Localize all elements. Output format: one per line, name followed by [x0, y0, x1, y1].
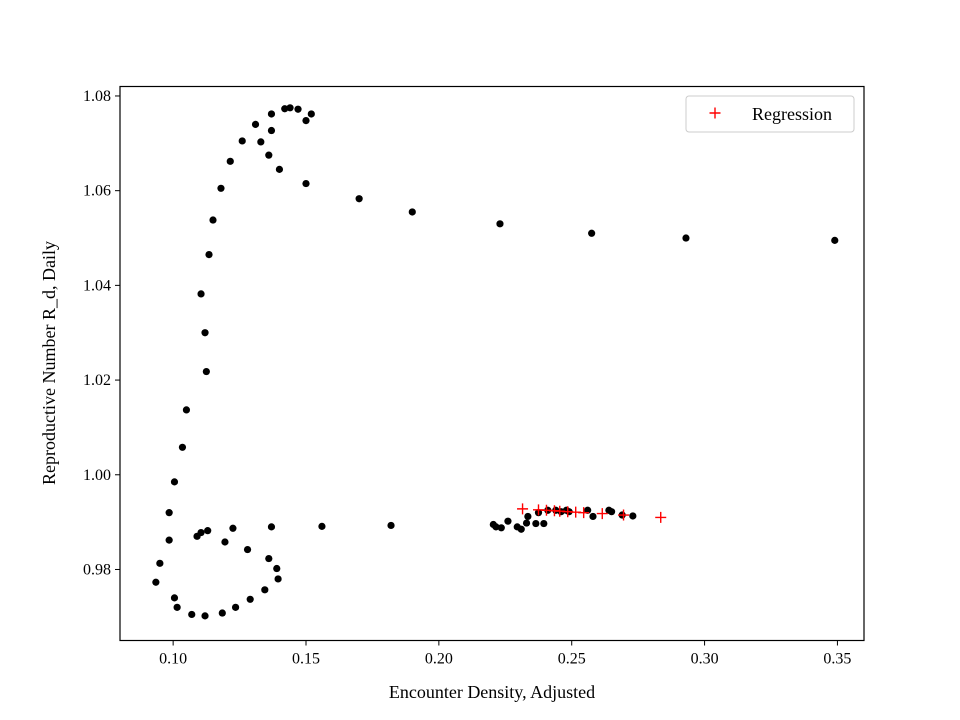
data-point	[497, 524, 505, 532]
data-point	[229, 524, 237, 532]
data-point	[205, 250, 213, 259]
data-point	[524, 512, 532, 521]
data-point	[202, 367, 210, 376]
data-point	[588, 229, 596, 237]
data-point	[302, 179, 310, 188]
x-tick-label: 0.10	[159, 651, 187, 668]
data-point	[607, 508, 616, 516]
x-tick-label: 0.30	[691, 651, 719, 668]
data-point	[231, 603, 240, 611]
data-point	[275, 165, 284, 173]
x-tick-label: 0.35	[823, 651, 851, 668]
data-point	[355, 195, 363, 203]
data-point	[517, 525, 525, 533]
data-point	[589, 512, 597, 521]
regression-point	[517, 503, 529, 515]
data-point	[251, 120, 260, 128]
data-point	[152, 578, 160, 586]
y-tick-label: 1.04	[83, 277, 111, 294]
data-point	[201, 612, 209, 620]
data-point	[387, 521, 395, 530]
legend-label-regression: Regression	[752, 104, 832, 124]
data-point	[302, 116, 310, 125]
data-point	[261, 586, 269, 594]
y-tick-label: 1.00	[83, 467, 111, 484]
data-point	[281, 105, 289, 113]
data-point	[218, 609, 226, 617]
data-point	[307, 110, 315, 118]
data-point	[267, 523, 276, 531]
regression-point	[655, 511, 667, 523]
data-point	[408, 208, 416, 216]
data-point	[165, 536, 173, 544]
data-point	[156, 559, 164, 567]
y-axis-label: Reproductive Number R_d, Daily	[39, 241, 59, 485]
data-point	[209, 216, 217, 224]
x-axis: 0.10 0.15 0.20 0.25 0.30 0.35	[159, 640, 851, 668]
data-point	[532, 519, 540, 528]
data-point	[246, 595, 254, 603]
x-axis-label: Encounter Density, Adjusted	[389, 682, 595, 702]
legend-plus-icon	[709, 107, 721, 119]
data-point	[204, 527, 212, 535]
data-point	[173, 603, 181, 611]
legend-plus-marker	[709, 107, 721, 119]
data-point	[170, 478, 179, 486]
data-point	[178, 443, 187, 451]
y-tick-label: 1.02	[83, 372, 111, 389]
x-tick-label: 0.20	[425, 651, 453, 668]
plot-marks	[152, 104, 839, 620]
data-point	[243, 545, 252, 554]
x-tick-label: 0.25	[558, 651, 586, 668]
data-point	[221, 538, 229, 546]
y-tick-label: 1.08	[83, 88, 111, 105]
data-point	[217, 184, 225, 192]
data-point	[522, 519, 531, 527]
data-point	[201, 329, 209, 337]
data-point	[197, 290, 205, 298]
data-point	[492, 523, 500, 531]
data-point	[273, 564, 281, 573]
data-point	[294, 105, 302, 113]
data-point	[265, 554, 273, 563]
data-point	[267, 110, 276, 118]
regression-point	[618, 509, 630, 521]
y-tick-label: 1.06	[83, 183, 111, 200]
data-point	[267, 126, 276, 135]
data-point	[286, 104, 294, 112]
data-point	[318, 522, 326, 530]
data-point	[170, 594, 179, 602]
data-point	[226, 157, 234, 165]
data-point	[265, 151, 273, 159]
data-point	[182, 406, 191, 414]
regression-point	[578, 507, 590, 519]
regression-point	[596, 508, 608, 520]
data-point	[274, 575, 282, 583]
y-axis: 0.98 1.00 1.02 1.04 1.06 1.08	[83, 88, 120, 578]
y-tick-label: 0.98	[83, 561, 111, 578]
data-point	[682, 234, 690, 242]
data-point	[188, 610, 196, 619]
legend-box	[685, 95, 855, 133]
data-point	[504, 517, 512, 525]
plot-frame	[119, 85, 865, 642]
data-point	[496, 220, 504, 228]
data-point	[197, 528, 205, 537]
x-tick-label: 0.15	[292, 651, 320, 668]
data-point	[257, 138, 265, 146]
data-point	[165, 509, 173, 517]
legend: Regression	[685, 95, 855, 133]
data-point	[831, 236, 839, 244]
data-point	[540, 519, 548, 528]
data-point	[629, 512, 637, 520]
data-point	[238, 137, 246, 145]
